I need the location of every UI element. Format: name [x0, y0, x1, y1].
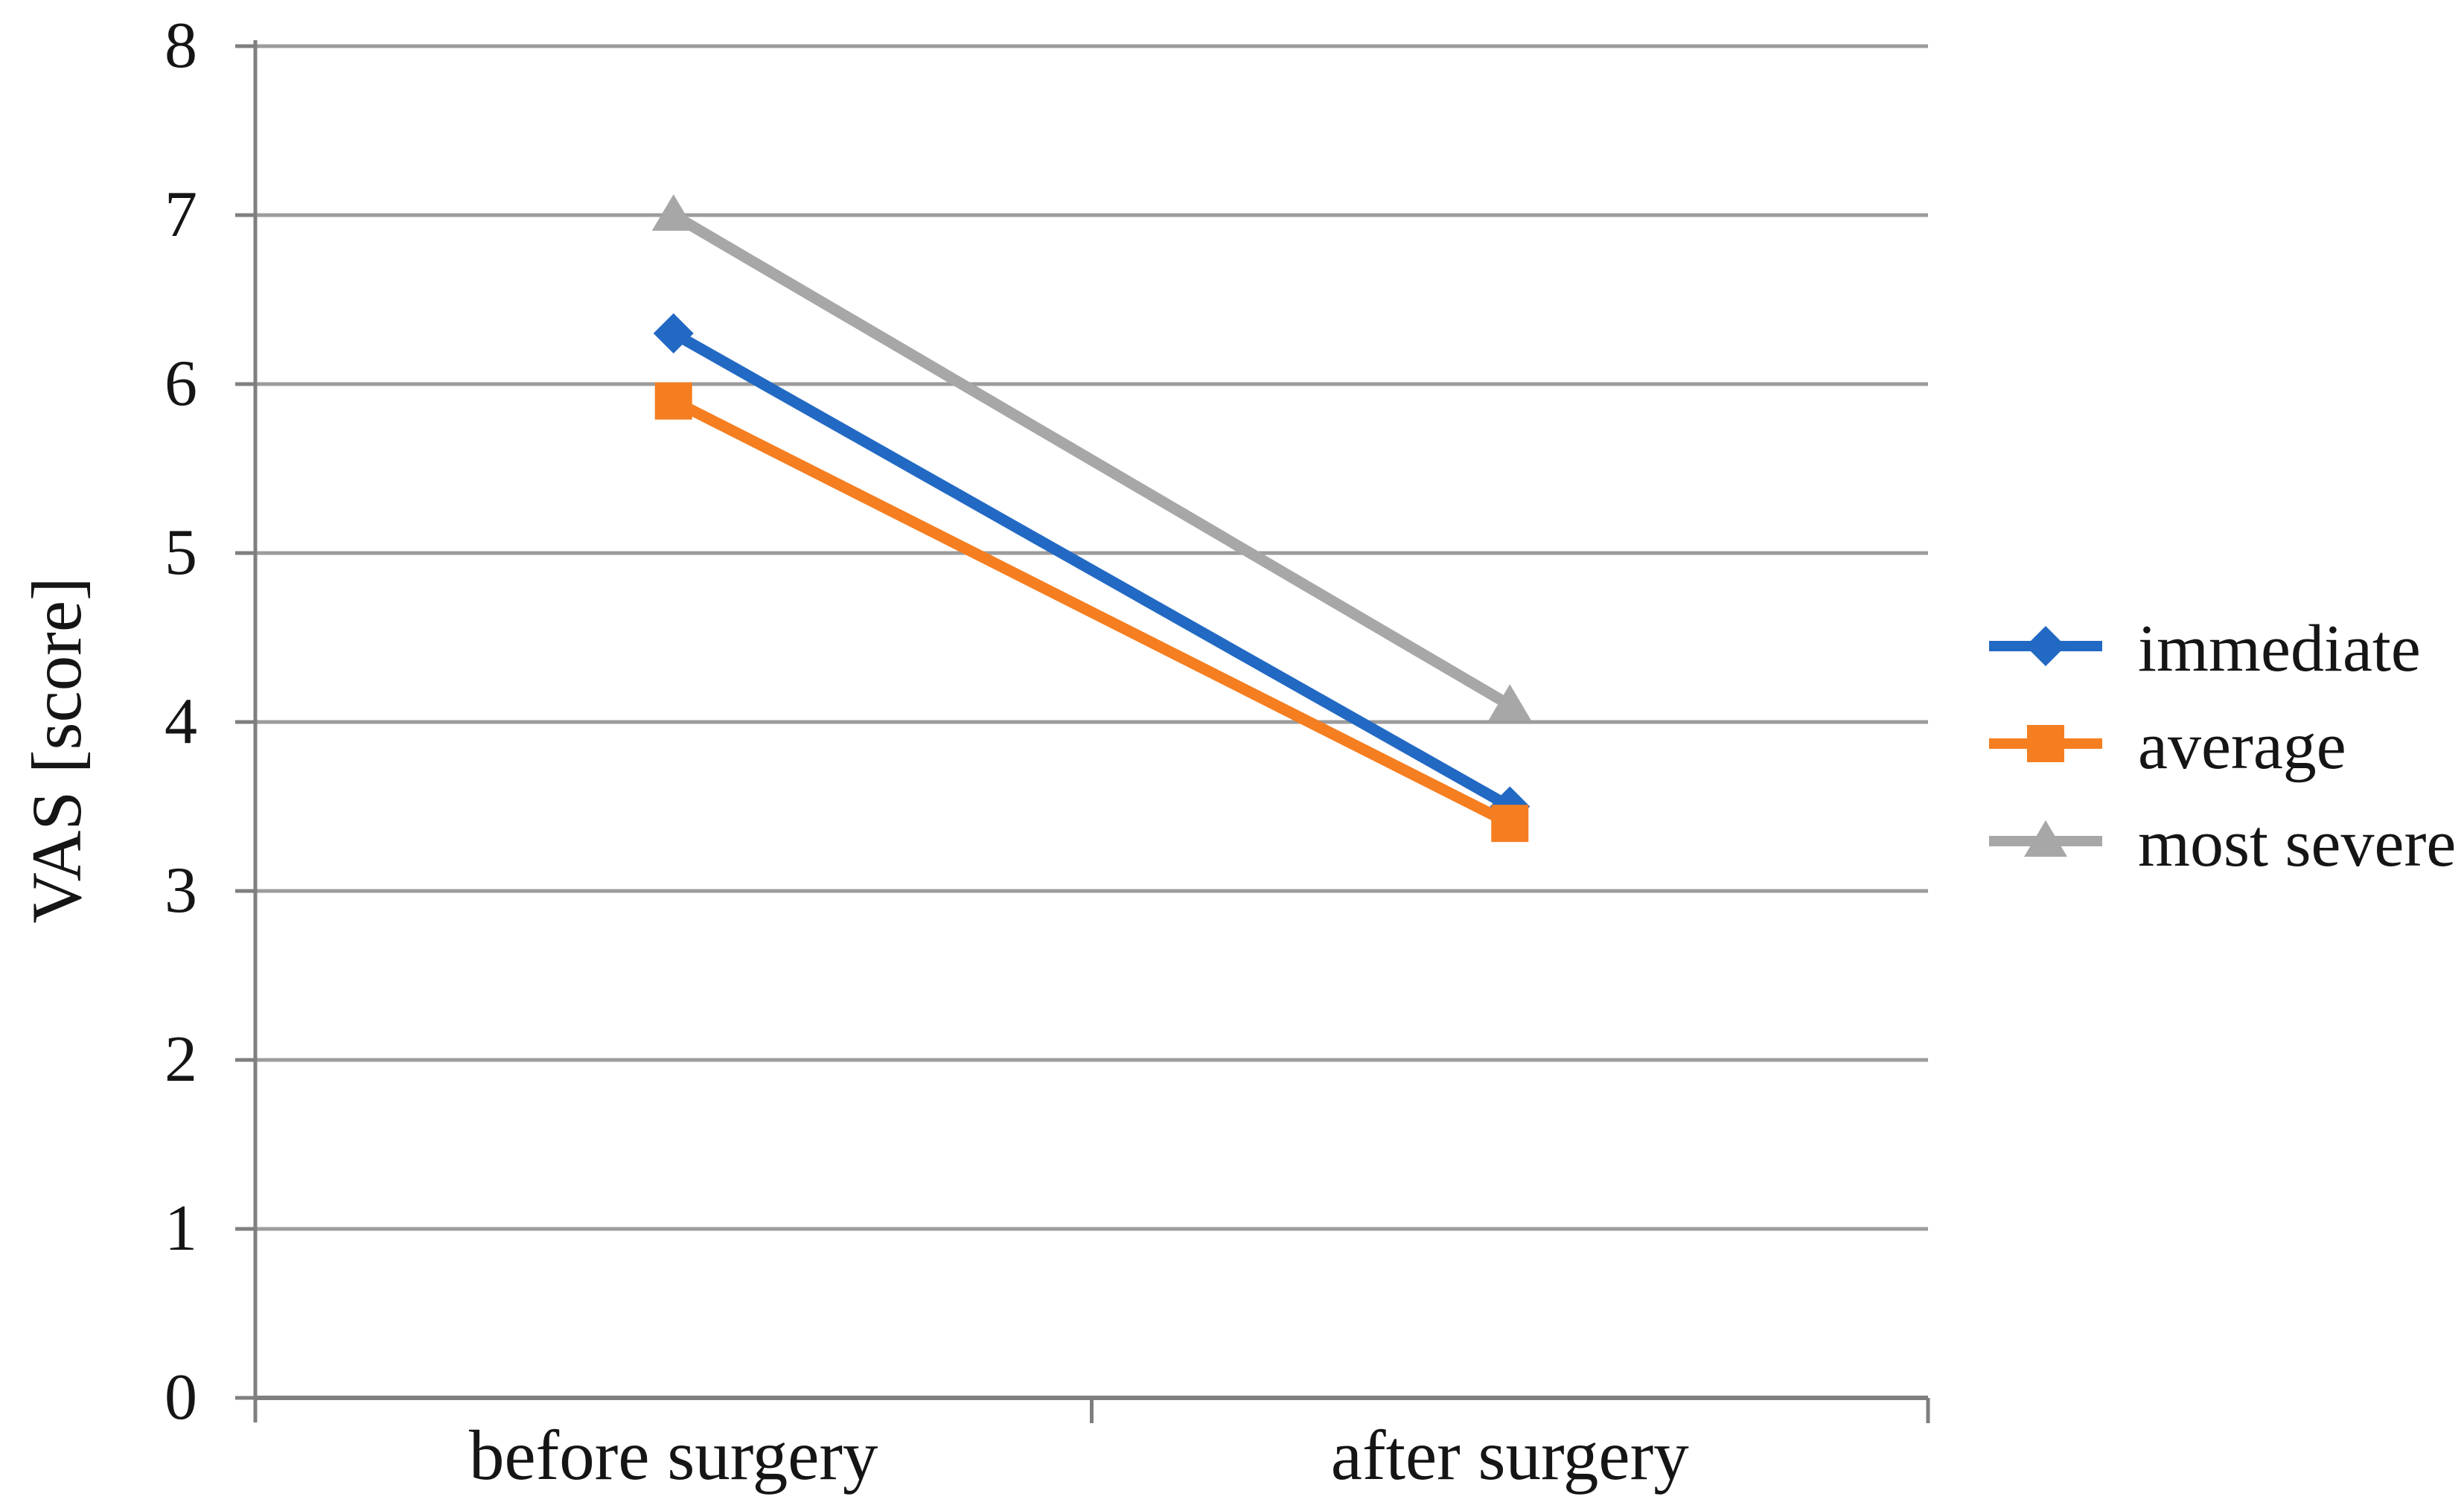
series-line-average	[668, 395, 1516, 829]
legend: immediate average most severe	[1989, 597, 2456, 889]
legend-label-average: average	[2138, 709, 2346, 783]
legend-swatch-square	[1989, 724, 2102, 762]
series-marker-average-after-surgery	[1491, 805, 1529, 843]
series-marker-most-severe-after-surgery	[1488, 684, 1532, 721]
y-tick-label-5: 5	[165, 517, 197, 589]
x-category-label-after-surgery: after surgery	[1330, 1416, 1689, 1495]
series-line-immediate	[668, 328, 1516, 812]
legend-item-immediate: immediate	[1989, 597, 2456, 694]
y-tick-label-7: 7	[165, 179, 197, 251]
legend-swatch-diamond	[1989, 625, 2102, 666]
y-tick-label-6: 6	[165, 348, 197, 420]
y-tick-label-1: 1	[165, 1192, 197, 1265]
x-category-label-before-surgery: before surgery	[468, 1416, 878, 1495]
y-tick-label-4: 4	[165, 686, 197, 758]
legend-label-most-severe: most severe	[2138, 806, 2457, 881]
legend-swatch-triangle	[1989, 820, 2102, 857]
legend-label-immediate: immediate	[2138, 611, 2421, 686]
y-tick-label-8: 8	[165, 10, 197, 82]
y-tick-label-2: 2	[165, 1023, 197, 1096]
series-marker-most-severe-before-surgery	[651, 194, 695, 231]
series-line-most-severe	[668, 209, 1516, 711]
y-tick-label-3: 3	[165, 854, 197, 927]
series-marker-average-before-surgery	[654, 382, 692, 420]
series-marker-immediate-before-surgery	[653, 313, 694, 354]
legend-item-average: average	[1989, 694, 2456, 792]
y-tick-label-0: 0	[165, 1361, 197, 1434]
legend-item-most-severe: most severe	[1989, 792, 2456, 889]
